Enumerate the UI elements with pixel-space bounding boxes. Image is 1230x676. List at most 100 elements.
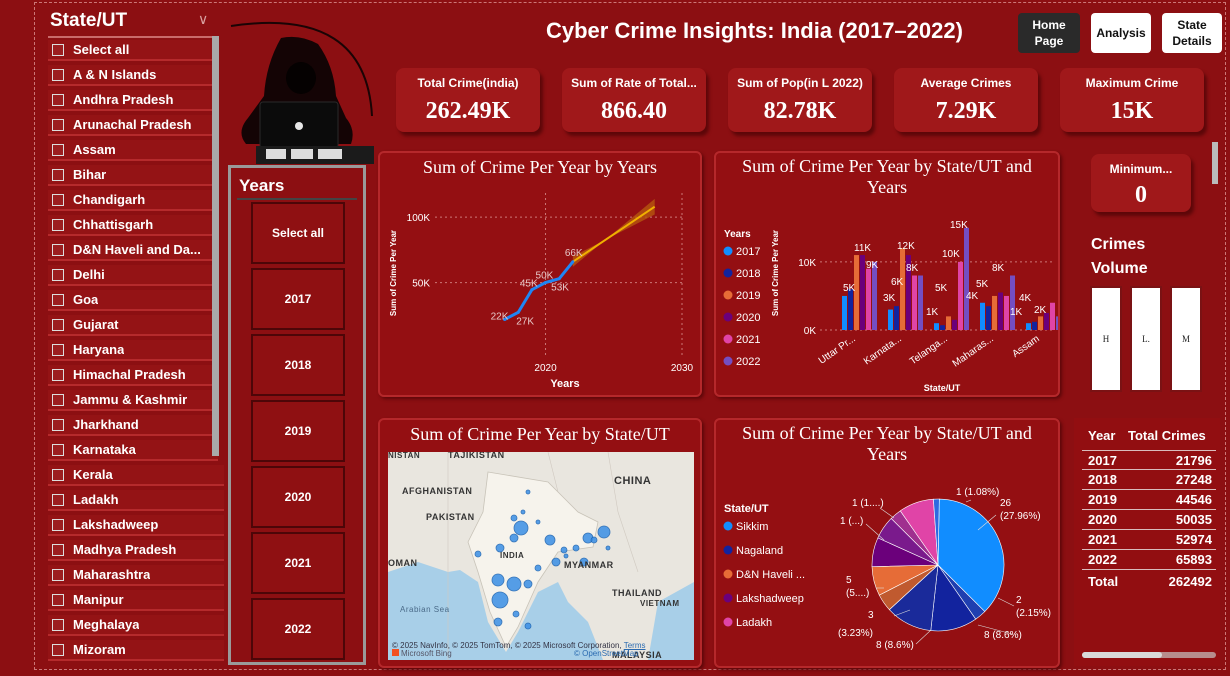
pie-slice[interactable] bbox=[933, 498, 940, 566]
checkbox[interactable] bbox=[52, 393, 64, 406]
checkbox[interactable] bbox=[52, 518, 64, 531]
checkbox[interactable] bbox=[52, 93, 64, 106]
checkbox[interactable] bbox=[52, 468, 64, 481]
map-bubble[interactable] bbox=[525, 489, 531, 495]
volume-medium-button[interactable]: M bbox=[1170, 286, 1202, 392]
map-area[interactable]: TAJIKISTAN AFGHANISTAN PAKISTAN CHINA INDIA M… bbox=[388, 452, 694, 660]
checkbox[interactable] bbox=[52, 543, 64, 556]
slicer-item[interactable]: Jharkhand bbox=[48, 415, 218, 436]
map-bubble[interactable] bbox=[579, 557, 589, 567]
map-bubble[interactable] bbox=[493, 617, 503, 627]
pie-slice[interactable] bbox=[937, 498, 1005, 612]
slicer-item[interactable]: Assam bbox=[48, 140, 218, 161]
map-bubble[interactable] bbox=[572, 544, 580, 552]
slicer-item[interactable]: Andhra Pradesh bbox=[48, 90, 218, 111]
map-bubble[interactable] bbox=[597, 525, 611, 539]
map-bubble[interactable] bbox=[563, 553, 569, 559]
checkbox[interactable] bbox=[52, 268, 64, 281]
map-bubble[interactable] bbox=[491, 573, 505, 587]
checkbox[interactable] bbox=[52, 168, 64, 181]
checkbox[interactable] bbox=[52, 43, 64, 56]
slicer-item[interactable]: Bihar bbox=[48, 165, 218, 186]
map-bubble[interactable] bbox=[474, 550, 482, 558]
volume-high-button[interactable]: H bbox=[1090, 286, 1122, 392]
slicer-item[interactable]: Maharashtra bbox=[48, 565, 224, 586]
map-bubble[interactable] bbox=[590, 536, 598, 544]
checkbox[interactable] bbox=[52, 243, 64, 256]
checkbox[interactable] bbox=[52, 218, 64, 231]
osm-link[interactable]: © OpenStreetMap bbox=[574, 649, 639, 658]
year-button[interactable]: 2021 bbox=[251, 532, 345, 594]
column-header[interactable]: Year bbox=[1088, 428, 1116, 443]
state-details-button[interactable]: State Details bbox=[1162, 13, 1222, 53]
map-bubble[interactable] bbox=[506, 576, 522, 592]
map-bubble[interactable] bbox=[523, 579, 533, 589]
checkbox[interactable] bbox=[52, 193, 64, 206]
year-button[interactable]: 2018 bbox=[251, 334, 345, 396]
scrollbar-thumb[interactable] bbox=[1082, 652, 1162, 658]
slicer-item[interactable]: Select all bbox=[48, 40, 218, 61]
column-header[interactable]: Total Crimes bbox=[1128, 428, 1206, 443]
slicer-item[interactable]: Chandigarh bbox=[48, 190, 218, 211]
slicer-item[interactable]: Goa bbox=[48, 290, 218, 311]
map-bubble[interactable] bbox=[524, 622, 532, 630]
slicer-item[interactable]: Ladakh bbox=[48, 490, 224, 511]
slicer-item[interactable]: Mizoram bbox=[48, 640, 224, 661]
checkbox[interactable] bbox=[52, 618, 64, 631]
slicer-item[interactable]: Gujarat bbox=[48, 315, 218, 336]
bar-chart[interactable]: Years 2017 2018 2019 2020 2021 2022 10K 0K Sum of… bbox=[716, 153, 1058, 395]
checkbox[interactable] bbox=[52, 318, 64, 331]
slicer-item[interactable]: Jammu & Kashmir bbox=[48, 390, 218, 411]
year-button[interactable]: Select all bbox=[251, 202, 345, 264]
map-bubble[interactable] bbox=[510, 514, 518, 522]
scrollbar[interactable] bbox=[1212, 142, 1218, 184]
map-bubble[interactable] bbox=[520, 509, 526, 515]
year-button[interactable]: 2017 bbox=[251, 268, 345, 330]
checkbox[interactable] bbox=[52, 443, 64, 456]
year-button[interactable]: 2019 bbox=[251, 400, 345, 462]
volume-low-button[interactable]: L. bbox=[1130, 286, 1162, 392]
scrollbar[interactable] bbox=[1082, 652, 1216, 658]
slicer-item[interactable]: Lakshadweep bbox=[48, 515, 224, 536]
slicer-item[interactable]: Himachal Pradesh bbox=[48, 365, 218, 386]
checkbox[interactable] bbox=[52, 593, 64, 606]
slicer-item[interactable]: Delhi bbox=[48, 265, 218, 286]
slicer-item[interactable]: Karnataka bbox=[48, 440, 218, 461]
slicer-item[interactable]: Manipur bbox=[48, 590, 224, 611]
checkbox[interactable] bbox=[52, 143, 64, 156]
slicer-item[interactable]: Chhattisgarh bbox=[48, 215, 218, 236]
chevron-down-icon[interactable]: ∨ bbox=[198, 11, 209, 27]
analysis-button[interactable]: Analysis bbox=[1091, 13, 1151, 53]
slicer-item[interactable]: Haryana bbox=[48, 340, 218, 361]
pie-chart[interactable]: State/UT Sikkim Nagaland D&N Haveli ... Laks… bbox=[716, 420, 1058, 666]
terms-link[interactable]: Terms bbox=[623, 641, 646, 650]
year-button[interactable]: 2022 bbox=[251, 598, 345, 660]
checkbox[interactable] bbox=[52, 368, 64, 381]
checkbox[interactable] bbox=[52, 293, 64, 306]
slicer-item[interactable]: D&N Haveli and Da... bbox=[48, 240, 218, 261]
map-bubble[interactable] bbox=[551, 557, 561, 567]
slicer-item[interactable]: Arunachal Pradesh bbox=[48, 115, 218, 136]
checkbox[interactable] bbox=[52, 343, 64, 356]
map-bubble[interactable] bbox=[513, 520, 529, 536]
checkbox[interactable] bbox=[52, 68, 64, 81]
checkbox[interactable] bbox=[52, 418, 64, 431]
map-bubble[interactable] bbox=[560, 546, 568, 554]
map-bubble[interactable] bbox=[509, 533, 519, 543]
home-page-button[interactable]: Home Page bbox=[1018, 13, 1080, 53]
checkbox[interactable] bbox=[52, 643, 64, 656]
slicer-item[interactable]: Meghalaya bbox=[48, 615, 224, 636]
slicer-item[interactable]: A & N Islands bbox=[48, 65, 218, 86]
slicer-item[interactable]: Madhya Pradesh bbox=[48, 540, 224, 561]
year-button[interactable]: 2020 bbox=[251, 466, 345, 528]
map-bubble[interactable] bbox=[535, 519, 541, 525]
scrollbar[interactable] bbox=[212, 36, 219, 456]
checkbox[interactable] bbox=[52, 118, 64, 131]
checkbox[interactable] bbox=[52, 493, 64, 506]
map-bubble[interactable] bbox=[512, 610, 520, 618]
map-bubble[interactable] bbox=[491, 591, 509, 609]
checkbox[interactable] bbox=[52, 568, 64, 581]
map-bubble[interactable] bbox=[534, 564, 542, 572]
slicer-item[interactable]: Kerala bbox=[48, 465, 224, 486]
